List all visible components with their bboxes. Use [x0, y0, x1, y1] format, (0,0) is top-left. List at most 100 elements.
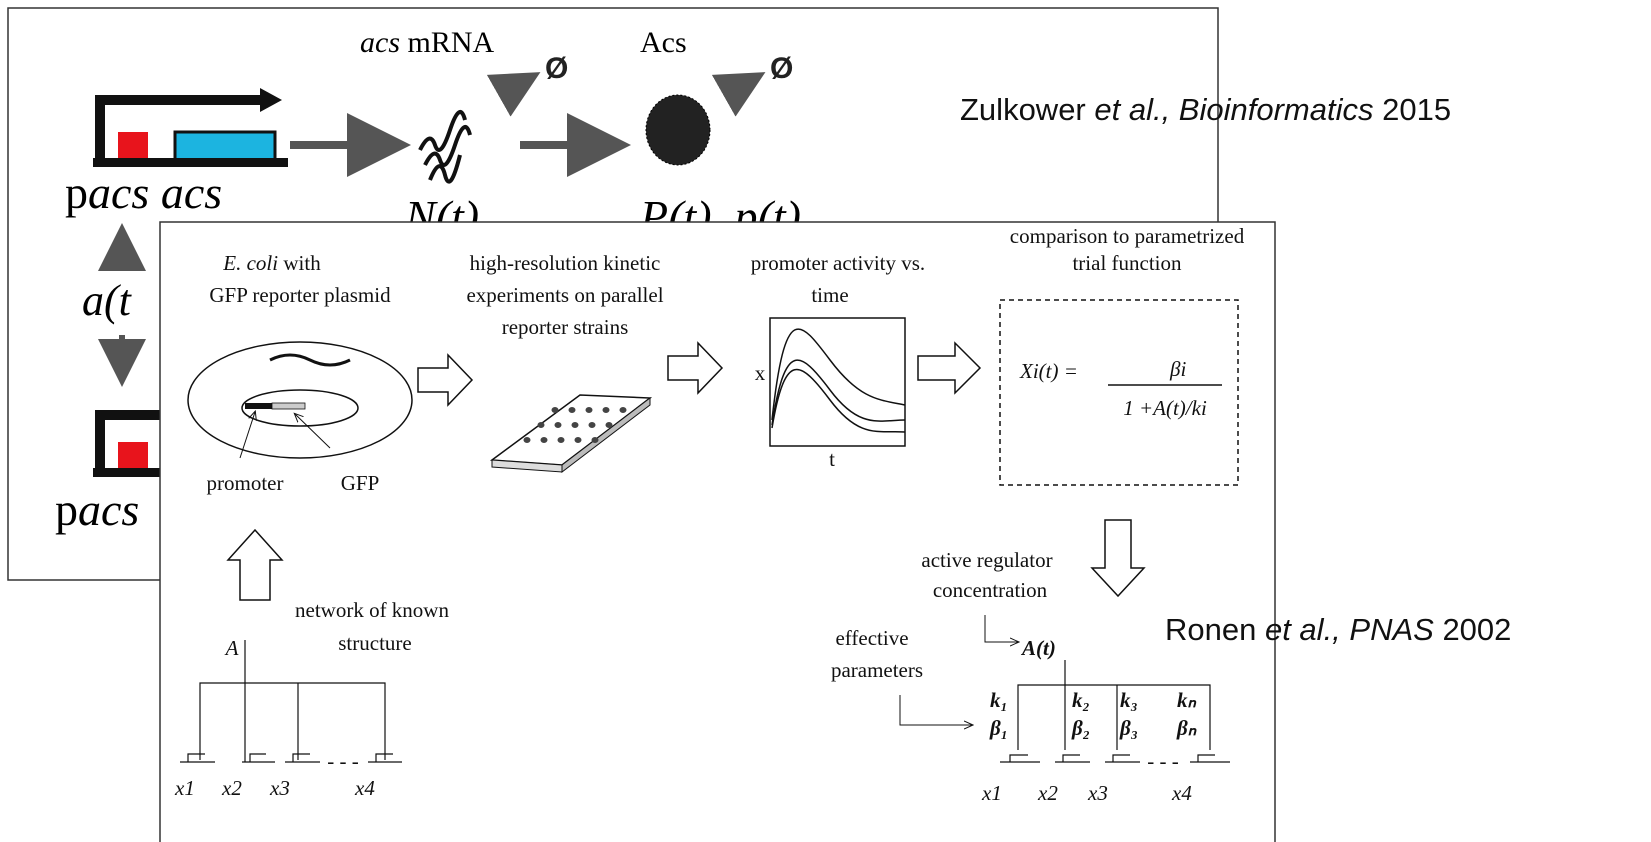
rect-shape [245, 403, 272, 409]
formula-numerator: βi [1169, 357, 1186, 381]
line-shape [711, 72, 766, 117]
rect-shape [93, 468, 213, 477]
path-shape [771, 368, 906, 433]
network-label: structure [338, 631, 411, 655]
beta-param: β₁ [989, 716, 1008, 740]
parameters-label: parameters [831, 658, 923, 682]
regulator-node: A [224, 636, 239, 660]
ellipse-shape [605, 422, 613, 428]
plasmid-label: promoter [207, 471, 284, 495]
gene-label: x4 [354, 776, 375, 800]
network-label: network of known [295, 598, 449, 622]
step4-text: trial function [1072, 251, 1182, 275]
author: Ronen [1165, 612, 1265, 647]
rect-shape [271, 402, 306, 410]
path-shape [667, 341, 724, 395]
step3-text: time [811, 283, 848, 307]
rect-shape [173, 130, 277, 162]
ellipsis: - - - [1147, 749, 1178, 773]
step2-text: high-resolution kinetic [470, 251, 661, 275]
gene-label: x3 [269, 776, 290, 800]
path-shape [260, 88, 282, 112]
gene-label: x2 [221, 776, 242, 800]
ellipse-shape [540, 437, 548, 443]
step2-text: reporter strains [502, 315, 629, 339]
gene-label: x3 [1087, 781, 1108, 805]
rect-shape [93, 158, 288, 167]
g-shape [180, 640, 402, 763]
author: Zulkower [960, 92, 1094, 127]
rect-shape [118, 132, 148, 160]
beta-param: β₃ [1119, 716, 1138, 740]
gene-label: x2 [1037, 781, 1058, 805]
mrna-label: acs mRNA [360, 26, 495, 59]
y-axis-label: x [755, 361, 766, 385]
gene-plain: p [55, 484, 78, 535]
path-shape [180, 753, 402, 763]
rect-shape [118, 442, 148, 470]
path-shape [417, 353, 474, 407]
polyline-shape [1017, 684, 1211, 750]
ellipse-shape [585, 407, 593, 413]
parameters-label: effective [835, 626, 908, 650]
rect-shape [159, 221, 1276, 842]
year: 2002 [1434, 612, 1512, 647]
citation: Ronen et al., PNAS 2002 [1165, 612, 1511, 647]
gene-label-lower: pacs [55, 484, 139, 535]
path-shape [1000, 754, 1230, 763]
step4-text: comparison to parametrized [1010, 224, 1245, 248]
regulator-label: active regulator [921, 548, 1052, 572]
ellipse-shape [619, 407, 627, 413]
path-shape [418, 110, 472, 184]
step1-line1: E. coli with [222, 251, 321, 275]
g-shape [1000, 660, 1230, 763]
polygon-shape [561, 396, 651, 474]
k-param: k₃ [1120, 688, 1138, 712]
step1-plain: with [278, 251, 321, 275]
g-shape: k₁ β₁ k₂ β₂ k₃ β₃ kₙ βₙ [989, 688, 1197, 740]
polyline-shape [984, 615, 1018, 642]
ellipsis: - - - [327, 749, 358, 773]
path-shape [917, 341, 982, 395]
g-shape [523, 407, 627, 443]
line-shape [295, 414, 331, 449]
degradation: Ø [545, 52, 568, 85]
rect-shape [769, 317, 906, 447]
path-shape [771, 328, 906, 421]
citation: Zulkower et al., Bioinformatics 2015 [960, 92, 1451, 127]
ellipse-shape [591, 437, 599, 443]
protein-label: Acs [640, 26, 687, 59]
year: 2015 [1373, 92, 1451, 127]
mrna-italic: acs [360, 26, 400, 59]
k-param: k₂ [1072, 688, 1090, 712]
gene-label: pacs acs [65, 167, 222, 218]
ellipse-shape [574, 437, 582, 443]
regulator-node: A(t) [1020, 636, 1056, 660]
ellipse-shape [557, 437, 565, 443]
ellipse-shape [241, 389, 359, 427]
activity-variable: a(t [82, 276, 133, 325]
ellipse-shape [602, 407, 610, 413]
step1-line2: GFP reporter plasmid [209, 283, 391, 307]
gene-italic: acs [78, 484, 139, 535]
gene-label: x1 [174, 776, 195, 800]
gene-label: x4 [1171, 781, 1192, 805]
path-shape [771, 359, 906, 426]
beta-param: βₙ [1176, 716, 1197, 740]
line-shape [486, 72, 541, 117]
degradation: Ø [770, 52, 793, 85]
polyline-shape [899, 695, 972, 725]
step3-text: promoter activity vs. [751, 251, 925, 275]
ellipse-shape [537, 422, 545, 428]
ellipse-shape [554, 422, 562, 428]
mrna-plain: mRNA [400, 26, 495, 59]
line-shape [239, 412, 255, 459]
beta-param: β₂ [1071, 716, 1090, 740]
path-shape [1090, 519, 1146, 598]
ellipse-shape [523, 437, 531, 443]
formula-denominator: 1 +A(t)/ki [1123, 396, 1207, 420]
ellipse-shape [588, 422, 596, 428]
gene-label: x1 [981, 781, 1002, 805]
k-param: k₁ [990, 688, 1008, 712]
